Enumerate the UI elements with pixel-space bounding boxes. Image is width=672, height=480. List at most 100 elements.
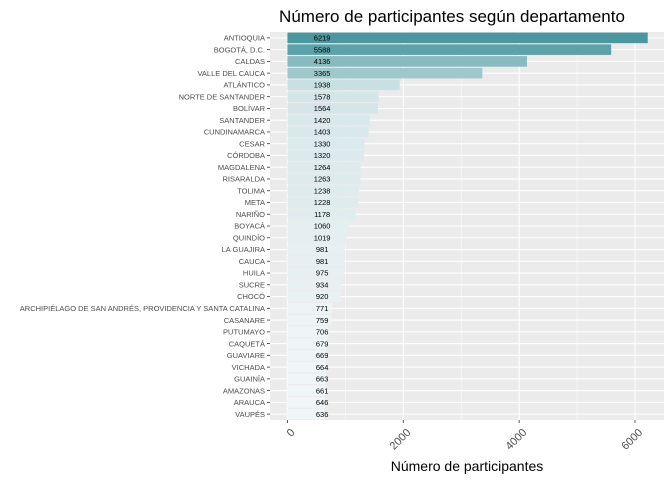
- category-label: CUNDINAMARCA: [204, 128, 265, 137]
- x-tick-label: 0: [285, 427, 298, 440]
- category-label: VAUPÉS: [235, 410, 265, 419]
- bar: [287, 385, 326, 396]
- bar: [287, 103, 379, 114]
- chart-title: Número de participantes según departamen…: [279, 7, 625, 26]
- data-label: 669: [316, 351, 329, 360]
- category-label: CHOCÓ: [237, 292, 265, 301]
- category-label: BOLÍVAR: [233, 104, 266, 113]
- category-label: GUAINÍA: [234, 375, 265, 384]
- bar: [287, 338, 327, 349]
- bar: [287, 350, 327, 361]
- data-label: 664: [316, 363, 329, 372]
- category-label: NARIÑO: [236, 210, 265, 219]
- x-axis-ticks: 0 2000 4000 6000: [285, 420, 645, 453]
- category-label: CESAR: [239, 139, 265, 148]
- category-label: CALDAS: [235, 57, 265, 66]
- bar: [287, 114, 370, 126]
- data-label: 3365: [314, 69, 331, 78]
- data-label: 920: [316, 292, 329, 301]
- data-label: 771: [316, 304, 329, 313]
- data-label: 934: [316, 280, 329, 289]
- x-tick-label: 2000: [388, 427, 414, 453]
- category-label: RISARALDA: [222, 175, 265, 184]
- data-label: 975: [316, 269, 329, 278]
- data-label: 1238: [314, 186, 331, 195]
- data-label: 759: [316, 316, 329, 325]
- bar: [287, 173, 361, 185]
- bar: [287, 255, 345, 267]
- bar: [287, 150, 364, 161]
- bar: [287, 32, 648, 44]
- bar: [287, 185, 360, 197]
- bar: [287, 67, 483, 79]
- bar: [287, 373, 326, 385]
- category-label: ARCHIPIÉLAGO DE SAN ANDRÉS, PROVIDENCIA …: [20, 304, 265, 313]
- category-label: GUAVIARE: [227, 351, 265, 360]
- x-axis-label: Número de participantes: [391, 458, 544, 474]
- data-label: 981: [316, 257, 329, 266]
- category-label: ATLÁNTICO: [223, 81, 265, 90]
- data-label: 1420: [314, 116, 331, 125]
- category-label: CÓRDOBA: [227, 151, 265, 160]
- data-labels: 6219 5588 4136 3365 1938 1578 1564 1420 1403 1330…: [314, 34, 331, 419]
- category-label: BOYACÁ: [234, 222, 265, 231]
- data-label: 636: [316, 410, 329, 419]
- data-label: 981: [316, 245, 329, 254]
- data-label: 5588: [314, 45, 331, 54]
- data-label: 1264: [314, 163, 331, 172]
- data-label: 4136: [314, 57, 331, 66]
- category-label: TOLIMA: [237, 186, 265, 195]
- bar: [287, 126, 369, 138]
- category-label: SUCRE: [239, 280, 265, 289]
- data-label: 661: [316, 386, 329, 395]
- bar: [287, 279, 342, 291]
- category-label: SANTANDER: [219, 116, 265, 125]
- bar: [287, 397, 325, 408]
- data-label: 1330: [314, 139, 331, 148]
- bar: [287, 314, 332, 326]
- x-tick-label: 4000: [504, 427, 530, 453]
- data-label: 6219: [314, 34, 331, 43]
- data-label: 1019: [314, 233, 331, 242]
- bar: [287, 220, 349, 232]
- category-label: BOGOTÁ, D.C.: [214, 45, 265, 54]
- category-label: VICHADA: [232, 363, 265, 372]
- bar: [287, 408, 325, 420]
- bar: [287, 161, 361, 173]
- data-label: 663: [316, 375, 329, 384]
- bar: [287, 361, 326, 373]
- bar: [287, 267, 344, 279]
- bar: [287, 79, 400, 91]
- bars: [287, 32, 648, 420]
- data-label: 1178: [314, 210, 330, 219]
- data-label: 706: [316, 328, 329, 337]
- category-label: VALLE DEL CAUCA: [197, 69, 265, 78]
- data-label: 1564: [314, 104, 331, 113]
- bar: [287, 197, 359, 208]
- category-label: HUILA: [243, 269, 265, 278]
- bar: [287, 44, 612, 55]
- category-label: CASANARE: [224, 316, 265, 325]
- category-label: ANTIOQUIA: [224, 34, 265, 43]
- bar: [287, 244, 345, 255]
- bar: [287, 232, 347, 244]
- data-label: 1320: [314, 151, 331, 160]
- category-label: AMAZONAS: [223, 386, 265, 395]
- data-label: 1938: [314, 81, 331, 90]
- category-label: CAUCA: [239, 257, 265, 266]
- bar: [287, 208, 356, 220]
- category-labels: ANTIOQUIA BOGOTÁ, D.C. CALDAS VALLE DEL CAU…: [20, 34, 270, 419]
- category-label: PUTUMAYO: [223, 328, 265, 337]
- data-label: 646: [316, 398, 329, 407]
- category-label: MAGDALENA: [218, 163, 265, 172]
- bar: [287, 138, 365, 149]
- data-label: 679: [316, 339, 329, 348]
- bar: [287, 303, 333, 314]
- x-tick-label: 6000: [619, 427, 645, 453]
- category-label: META: [245, 198, 265, 207]
- data-label: 1578: [314, 92, 331, 101]
- bar: [287, 91, 379, 102]
- bar: [287, 291, 341, 302]
- category-label: ARAUCA: [234, 398, 265, 407]
